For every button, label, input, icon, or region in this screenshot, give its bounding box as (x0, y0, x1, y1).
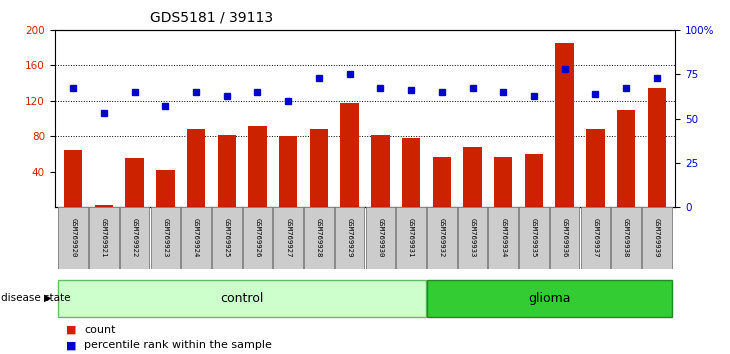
Text: GSM769927: GSM769927 (285, 218, 291, 258)
Bar (120, 207, 150, 269)
Bar (519, 207, 549, 269)
Text: GSM769930: GSM769930 (377, 218, 383, 258)
Bar (218, 135, 236, 207)
Text: GSM769938: GSM769938 (623, 218, 629, 258)
Text: GSM769928: GSM769928 (316, 218, 322, 258)
Bar (243, 207, 272, 269)
Text: glioma: glioma (528, 292, 571, 305)
Bar (402, 138, 420, 207)
Bar (464, 147, 482, 207)
Bar (396, 207, 426, 269)
Bar (89, 207, 119, 269)
Bar (494, 156, 512, 207)
Bar (340, 103, 359, 207)
Bar (366, 207, 395, 269)
Bar (335, 207, 364, 269)
Bar (427, 207, 456, 269)
Bar (617, 110, 635, 207)
Bar (550, 207, 580, 269)
Bar (58, 280, 426, 316)
Text: GSM769923: GSM769923 (162, 218, 169, 258)
Text: GSM769921: GSM769921 (101, 218, 107, 258)
Bar (95, 205, 113, 207)
Bar (371, 135, 390, 207)
Text: GSM769932: GSM769932 (439, 218, 445, 258)
Bar (304, 207, 334, 269)
Bar (648, 88, 666, 207)
Bar (187, 129, 205, 207)
Text: GSM769933: GSM769933 (469, 218, 475, 258)
Text: control: control (220, 292, 264, 305)
Text: percentile rank within the sample: percentile rank within the sample (84, 340, 272, 350)
Bar (212, 207, 242, 269)
Text: GSM769939: GSM769939 (654, 218, 660, 258)
Bar (642, 207, 672, 269)
Bar (274, 207, 303, 269)
Bar (458, 207, 487, 269)
Text: GSM769934: GSM769934 (500, 218, 506, 258)
Text: ■: ■ (66, 325, 76, 335)
Bar (433, 156, 451, 207)
Text: GSM769935: GSM769935 (531, 218, 537, 258)
Text: GSM769926: GSM769926 (255, 218, 261, 258)
Text: GSM769929: GSM769929 (347, 218, 353, 258)
Bar (488, 207, 518, 269)
Bar (150, 207, 180, 269)
Bar (58, 207, 88, 269)
Text: GSM769925: GSM769925 (224, 218, 230, 258)
Text: ■: ■ (66, 340, 76, 350)
Bar (556, 44, 574, 207)
Text: GSM769936: GSM769936 (561, 218, 568, 258)
Bar (525, 154, 543, 207)
Bar (427, 280, 672, 316)
Bar (64, 149, 82, 207)
Bar (156, 170, 174, 207)
Text: GSM769937: GSM769937 (592, 218, 599, 258)
Text: count: count (84, 325, 115, 335)
Bar (248, 126, 266, 207)
Text: ▶: ▶ (44, 293, 51, 303)
Text: GSM769920: GSM769920 (70, 218, 76, 258)
Text: GSM769931: GSM769931 (408, 218, 414, 258)
Text: GDS5181 / 39113: GDS5181 / 39113 (150, 11, 273, 25)
Bar (279, 136, 297, 207)
Text: GSM769924: GSM769924 (193, 218, 199, 258)
Bar (181, 207, 211, 269)
Bar (126, 159, 144, 207)
Bar (611, 207, 641, 269)
Bar (310, 129, 328, 207)
Text: disease state: disease state (1, 293, 71, 303)
Bar (586, 129, 604, 207)
Bar (580, 207, 610, 269)
Text: GSM769922: GSM769922 (131, 218, 138, 258)
